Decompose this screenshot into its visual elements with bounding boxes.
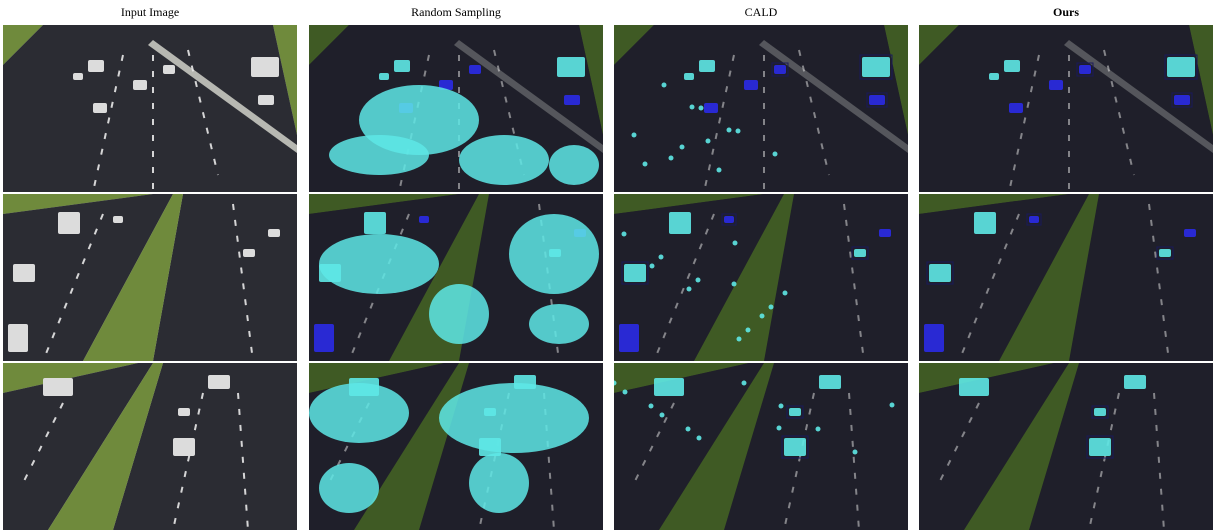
column-title: Ours: [1052, 5, 1079, 19]
traffic-scene-image: [309, 363, 603, 530]
traffic-scene-image: [309, 194, 603, 361]
traffic-scene-image: [919, 194, 1213, 361]
traffic-image-panel: [309, 25, 603, 192]
column-title: Input Image: [120, 5, 180, 19]
traffic-image-panel: [3, 363, 297, 530]
traffic-scene-image: [614, 363, 908, 530]
traffic-image-panel: [919, 25, 1213, 192]
traffic-scene-image: [3, 25, 297, 192]
traffic-scene-image: [309, 25, 603, 192]
traffic-image-panel: [3, 194, 297, 361]
traffic-image-panel: [614, 194, 908, 361]
traffic-image-panel: [919, 363, 1213, 530]
column-title: Random Sampling: [411, 5, 501, 19]
traffic-scene-image: [919, 363, 1213, 530]
traffic-scene-image: [919, 25, 1213, 192]
traffic-image-panel: [919, 194, 1213, 361]
traffic-image-panel: [614, 363, 908, 530]
traffic-image-panel: [614, 25, 908, 192]
traffic-scene-image: [3, 363, 297, 530]
column-title: CALD: [744, 5, 778, 19]
traffic-image-panel: [309, 363, 603, 530]
traffic-scene-image: [614, 25, 908, 192]
traffic-scene-image: [3, 194, 297, 361]
traffic-scene-image: [614, 194, 908, 361]
traffic-image-panel: [309, 194, 603, 361]
traffic-image-panel: [3, 25, 297, 192]
